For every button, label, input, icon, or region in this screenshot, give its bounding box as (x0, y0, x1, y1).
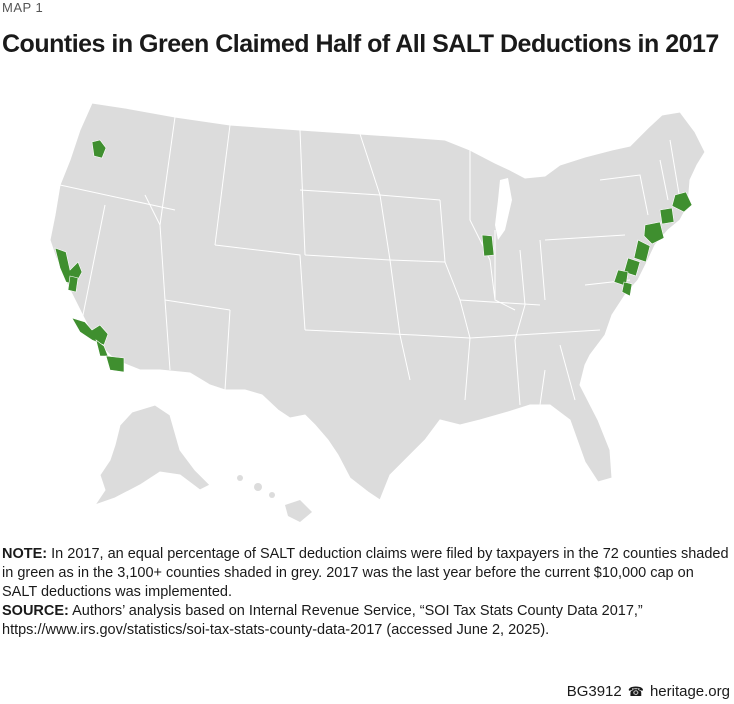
county-chicago (481, 234, 495, 257)
county-san-diego (105, 355, 125, 373)
note-paragraph: NOTE: In 2017, an equal percentage of SA… (2, 545, 732, 602)
highlighted-counties (54, 139, 693, 373)
county-bay-area-2 (67, 275, 79, 293)
report-id: BG3912 (566, 683, 622, 700)
bell-icon: ☎ (627, 684, 644, 699)
lake-michigan-shape (495, 178, 512, 240)
county-new-jersey (633, 239, 651, 263)
county-los-angeles (71, 317, 109, 346)
page-title: Counties in Green Claimed Half of All SA… (2, 30, 719, 58)
state-borders (59, 116, 681, 406)
source-label: SOURCE: (2, 603, 69, 619)
site-link[interactable]: heritage.org (649, 683, 730, 700)
footer: BG3912 ☎ heritage.org (567, 683, 730, 700)
county-new-york (643, 221, 665, 245)
contiguous-us-shape (49, 102, 706, 501)
county-bay-area (54, 247, 83, 286)
hawaii-shape (237, 475, 312, 522)
county-seattle (91, 139, 107, 159)
county-boston (671, 191, 693, 213)
county-philadelphia (623, 257, 641, 277)
note-text: In 2017, an equal percentage of SALT ded… (2, 546, 729, 600)
note-label: NOTE: (2, 546, 48, 562)
source-paragraph: SOURCE: Authors’ analysis based on Inter… (2, 602, 732, 640)
source-text: Authors’ analysis based on Internal Reve… (2, 603, 643, 638)
county-connecticut (659, 207, 675, 225)
us-map (49, 102, 706, 522)
notes-block: NOTE: In 2017, an equal percentage of SA… (2, 545, 732, 640)
alaska-shape (93, 404, 211, 506)
map-label: MAP 1 (2, 0, 44, 15)
county-virginia (621, 281, 633, 297)
